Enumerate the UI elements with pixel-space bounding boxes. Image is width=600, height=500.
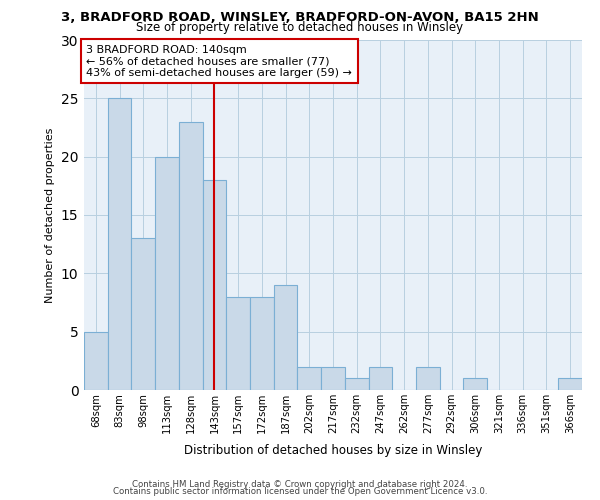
X-axis label: Distribution of detached houses by size in Winsley: Distribution of detached houses by size … (184, 444, 482, 458)
Text: Size of property relative to detached houses in Winsley: Size of property relative to detached ho… (136, 21, 464, 34)
Bar (108, 98, 131, 390)
Bar (558, 378, 582, 390)
Text: Contains public sector information licensed under the Open Government Licence v3: Contains public sector information licen… (113, 488, 487, 496)
Text: Contains HM Land Registry data © Crown copyright and database right 2024.: Contains HM Land Registry data © Crown c… (132, 480, 468, 489)
Bar (226, 296, 250, 390)
Bar (131, 238, 155, 390)
Bar (298, 366, 321, 390)
Text: 3 BRADFORD ROAD: 140sqm
← 56% of detached houses are smaller (77)
43% of semi-de: 3 BRADFORD ROAD: 140sqm ← 56% of detache… (86, 44, 352, 78)
Bar (203, 180, 226, 390)
Bar (155, 156, 179, 390)
Bar (345, 378, 368, 390)
Bar (274, 285, 298, 390)
Bar (463, 378, 487, 390)
Bar (416, 366, 440, 390)
Y-axis label: Number of detached properties: Number of detached properties (45, 128, 55, 302)
Bar (84, 332, 108, 390)
Text: 3, BRADFORD ROAD, WINSLEY, BRADFORD-ON-AVON, BA15 2HN: 3, BRADFORD ROAD, WINSLEY, BRADFORD-ON-A… (61, 11, 539, 24)
Bar (250, 296, 274, 390)
Bar (321, 366, 345, 390)
Bar (179, 122, 203, 390)
Bar (368, 366, 392, 390)
